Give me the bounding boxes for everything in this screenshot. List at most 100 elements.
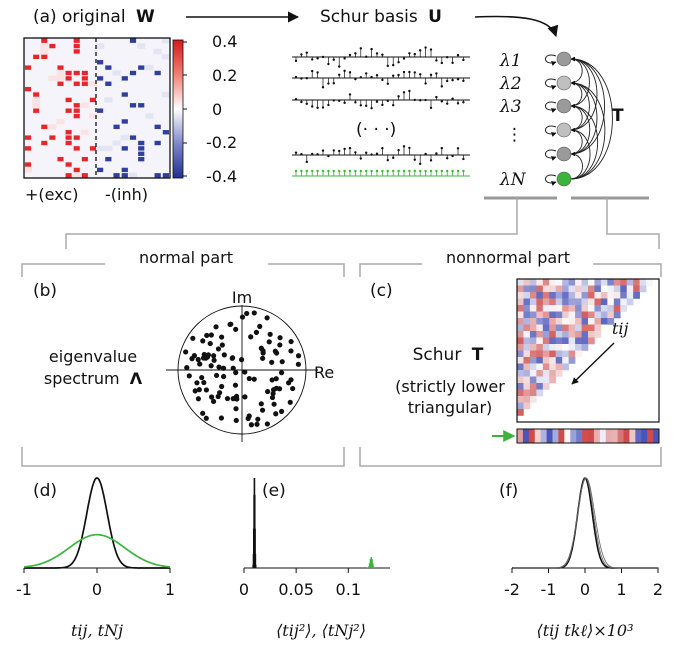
w-cell [82, 173, 88, 177]
basis-stem-tip [392, 157, 394, 159]
basis-stem-tip [397, 61, 399, 63]
basis-stem-tip [403, 145, 405, 147]
basis-stem-tip [435, 152, 437, 154]
strip-cell [558, 429, 564, 443]
basis-stem-tip [419, 73, 421, 75]
basis-stem-tip [424, 46, 426, 48]
w-cell [74, 39, 80, 43]
w-cell [138, 157, 144, 161]
t-cell [556, 299, 563, 306]
t-cell [517, 286, 524, 293]
t-cell [562, 292, 569, 299]
eigenvalue-point [216, 346, 221, 351]
strip-cell [553, 429, 559, 443]
eigenvalue-point [233, 370, 238, 375]
basis-stem-tip [365, 56, 367, 58]
eigenvalue-point [279, 370, 284, 375]
eigenvalue-point [239, 357, 244, 362]
basis-stem-tip [408, 90, 410, 92]
t-cell [607, 299, 614, 306]
w-cell [66, 130, 72, 134]
self-loop-edge [546, 79, 557, 87]
w-cell [163, 130, 169, 134]
basis-stem-tip [300, 153, 302, 155]
lambda-3-label: λ3 [499, 97, 522, 117]
basis-stem-tip [414, 71, 416, 73]
panel-b-label: (b) [33, 281, 57, 301]
t-cell [601, 292, 608, 299]
basis-stem-tip [333, 58, 335, 60]
t-cell [549, 312, 556, 319]
w-cell [138, 65, 144, 69]
panel-a-label: (a) [33, 7, 57, 27]
w-cell-faint [104, 97, 112, 102]
panel-c: (c) Schur T (strictly lower triangular) … [370, 279, 659, 443]
t-cell [640, 286, 647, 293]
green-basis-stem-tip [408, 170, 410, 172]
schur-t-matrix-cells [517, 279, 653, 416]
w-cell [74, 109, 80, 113]
t-cell [562, 318, 569, 325]
w-cell [97, 60, 103, 64]
w-cell [57, 65, 63, 69]
eigenvalue-point [200, 338, 205, 343]
w-cell-faint [32, 103, 40, 108]
basis-stem-tip [343, 102, 345, 104]
x-tick-label: -1 [541, 580, 557, 599]
eigenvalue-point [221, 366, 226, 371]
t-cell [517, 344, 524, 351]
t-cell [601, 318, 608, 325]
lambda-2-label: λ2 [499, 74, 522, 94]
t-cell [523, 325, 530, 332]
t-cell [530, 390, 537, 397]
t-cell [556, 331, 563, 338]
basis-stem-tip [451, 155, 453, 157]
eigenvalue-point [200, 411, 205, 416]
w-cell [155, 173, 161, 177]
eigenvalue-point [267, 339, 272, 344]
t-cell [569, 292, 576, 299]
t-cell [582, 344, 589, 351]
w-cell [74, 135, 80, 139]
network-node [557, 52, 571, 66]
t-cell [517, 299, 524, 306]
basis-stem-tip [322, 86, 324, 88]
t-cell [536, 364, 543, 371]
t-cell [594, 305, 601, 312]
x-tick-label: 0.05 [278, 580, 314, 599]
t-cell [517, 383, 524, 390]
t-cell [556, 286, 563, 293]
eigenvalue-point [204, 387, 209, 392]
w-cell [49, 135, 55, 139]
eigenvalue-point [270, 377, 275, 382]
panel-d-label: (d) [33, 481, 57, 501]
eigenvalue-point [254, 422, 259, 427]
w-cell-faint [48, 76, 56, 81]
eigenvalue-point [290, 386, 295, 391]
chart-f: -2 -1 0 1 2 [504, 478, 663, 599]
t-cell [556, 318, 563, 325]
green-basis-stem-tip [365, 170, 367, 172]
network-node [557, 76, 571, 90]
basis-stem-tip [392, 75, 394, 77]
eigenvalue-point [199, 375, 204, 380]
t-cell [588, 318, 595, 325]
basis-stem-tip [408, 147, 410, 149]
w-cell [66, 162, 72, 166]
w-cell-faint [48, 124, 56, 129]
t-cell [517, 325, 524, 332]
t-cell [601, 325, 608, 332]
self-loop-edge [546, 126, 557, 134]
eigenvalue-point [204, 416, 209, 421]
t-cell [569, 357, 576, 364]
t-cell [536, 299, 543, 306]
t-cell [562, 351, 569, 358]
eigenvalue-point [184, 365, 189, 370]
basis-stem-tip [430, 107, 432, 109]
w-cell [138, 152, 144, 156]
t-cell [562, 338, 569, 345]
t-cell [620, 279, 627, 286]
basis-stem-tip [446, 80, 448, 82]
t-cell [536, 318, 543, 325]
w-cell [74, 49, 80, 53]
